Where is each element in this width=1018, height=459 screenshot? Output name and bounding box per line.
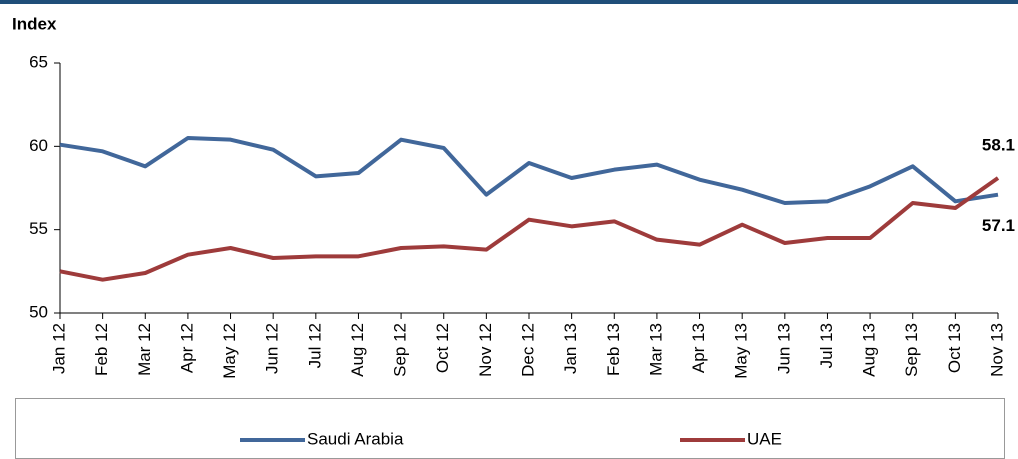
x-tick-label: Mar 13 bbox=[646, 323, 665, 376]
series-line bbox=[59, 176, 1000, 282]
y-tick-label: 60 bbox=[29, 136, 48, 155]
y-axis-label: Index bbox=[12, 14, 57, 33]
x-tick-label: Apr 13 bbox=[689, 323, 708, 373]
x-tick-label: Jun 12 bbox=[263, 323, 282, 374]
series-line bbox=[59, 136, 999, 205]
y-tick-label: 50 bbox=[29, 302, 48, 321]
x-tick-label: Jul 12 bbox=[305, 323, 324, 368]
x-tick-label: Aug 13 bbox=[860, 323, 879, 377]
x-tick-label: Jan 12 bbox=[49, 323, 68, 374]
x-tick-label: Oct 13 bbox=[945, 323, 964, 373]
x-tick-label: Jul 13 bbox=[817, 323, 836, 368]
x-tick-label: Sep 13 bbox=[902, 323, 921, 377]
x-tick-label: Aug 12 bbox=[348, 323, 367, 377]
top-bar bbox=[0, 0, 1018, 4]
x-tick-label: Oct 12 bbox=[433, 323, 452, 373]
x-tick-label: Dec 12 bbox=[518, 323, 537, 377]
legend-label: UAE bbox=[747, 429, 782, 448]
y-tick-label: 55 bbox=[29, 219, 48, 238]
x-tick-label: Nov 13 bbox=[987, 323, 1006, 377]
x-tick-label: Apr 12 bbox=[177, 323, 196, 373]
y-tick-label: 65 bbox=[29, 52, 48, 71]
x-tick-label: Nov 12 bbox=[476, 323, 495, 377]
x-tick-label: Jun 13 bbox=[774, 323, 793, 374]
x-tick-label: May 12 bbox=[220, 323, 239, 379]
legend-label: Saudi Arabia bbox=[307, 429, 404, 448]
data-label: 58.1 bbox=[982, 135, 1015, 154]
x-tick-label: Sep 12 bbox=[391, 323, 410, 377]
x-tick-label: Feb 13 bbox=[604, 323, 623, 376]
legend-box bbox=[15, 398, 1005, 459]
x-tick-label: Jan 13 bbox=[561, 323, 580, 374]
x-tick-label: Mar 12 bbox=[135, 323, 154, 376]
x-tick-label: May 13 bbox=[732, 323, 751, 379]
data-label: 57.1 bbox=[982, 216, 1015, 235]
x-tick-label: Feb 12 bbox=[92, 323, 111, 376]
